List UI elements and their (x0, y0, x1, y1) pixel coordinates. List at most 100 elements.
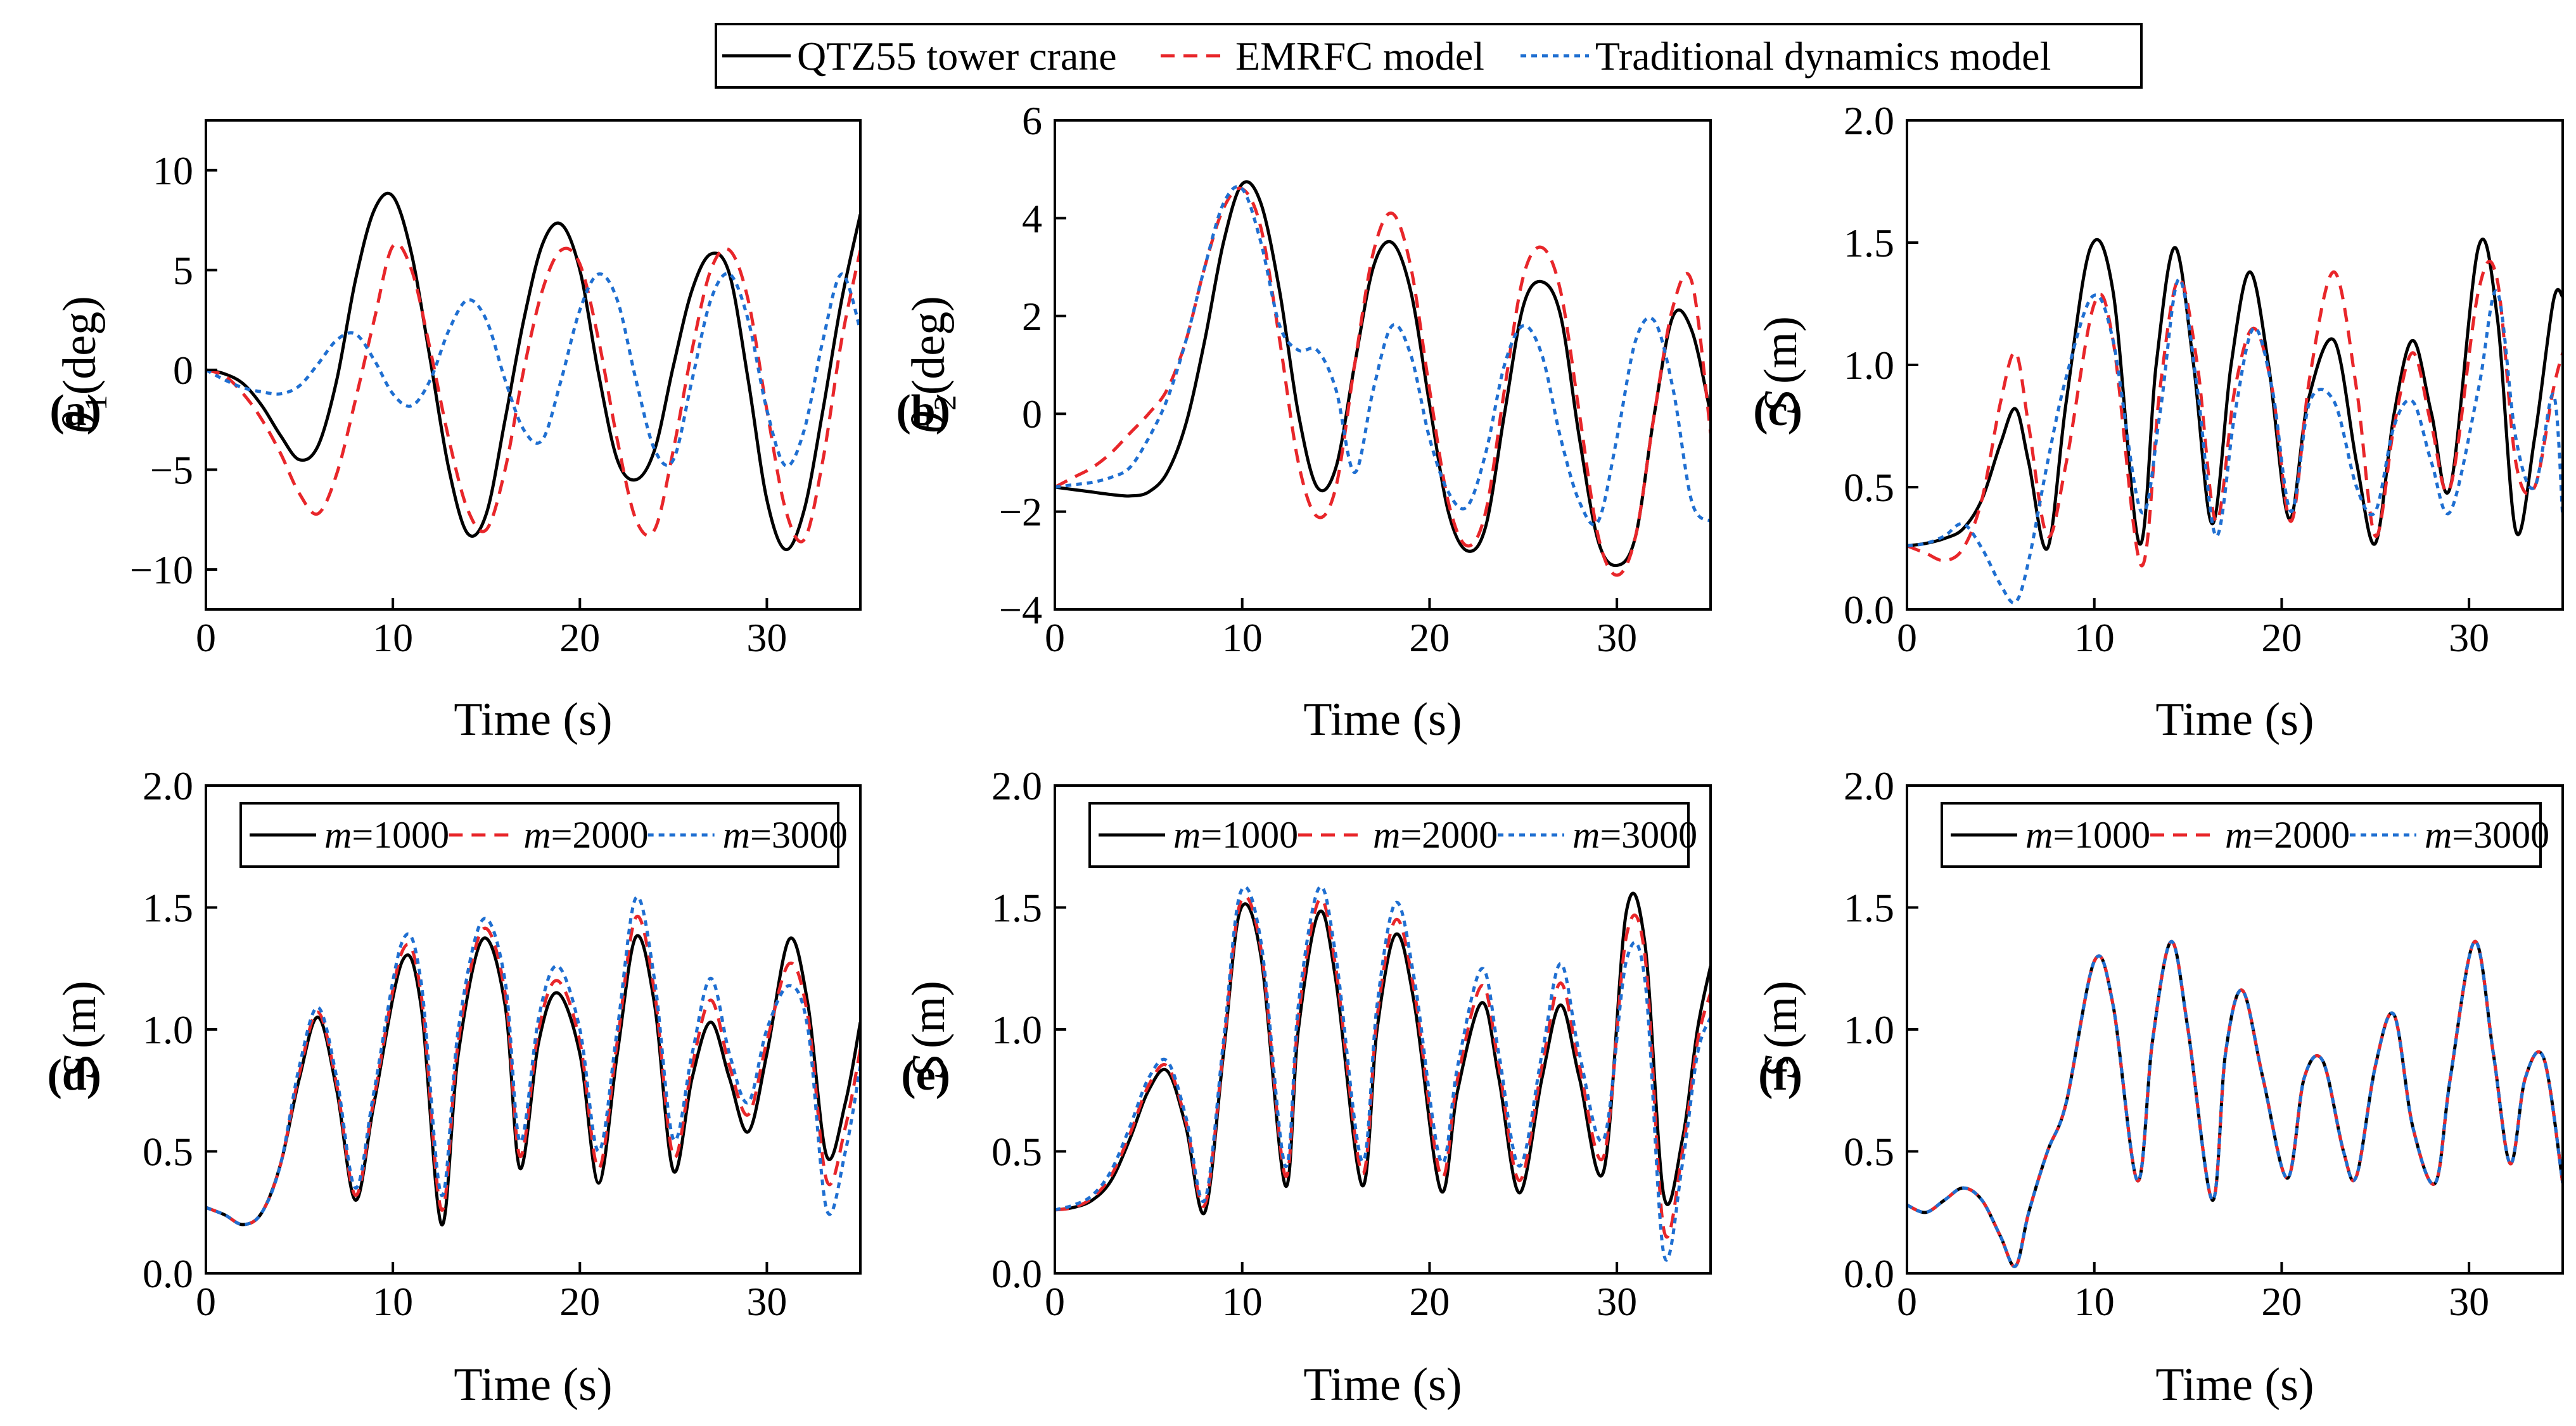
ytick-label-b-4: 4 (1022, 196, 1042, 241)
mass-legend-label-f-1: m=2000 (2225, 814, 2350, 856)
series-line-a-1 (206, 242, 860, 544)
panel-f: 0 10 20 30 0.0 0.5 1.0 1.5 2.0 Time (s) S (m)(f) m=1… (1755, 763, 2564, 1411)
ylabel-symbol-b: θ (903, 411, 955, 433)
ylabel-unit-c: (m) (1755, 316, 1807, 384)
xtick-label-d-3: 30 (746, 1279, 787, 1324)
ytick-label-f-1: 0.5 (1844, 1130, 1894, 1175)
ytick-label-d-0: 0.0 (143, 1251, 193, 1296)
ytick-label-f-0: 0.0 (1844, 1251, 1894, 1296)
ytick-label-c-0: 0.0 (1844, 587, 1894, 632)
xtick-label-a-2: 20 (559, 615, 600, 660)
panel-label-f: (f) (1758, 1051, 1802, 1100)
series-line-d-2 (206, 895, 860, 1226)
xlabel-a: Time (s) (454, 694, 612, 746)
panel-label-b: (b) (896, 386, 950, 435)
mass-legend-label-d-2: m=3000 (723, 814, 848, 856)
mass-legend-label-e-0: m=1000 (1173, 814, 1298, 856)
ylabel-unit-f: (m) (1755, 981, 1807, 1048)
panel-a: 0 10 20 30 −10 −5 0 5 10 Time (s) θ1(deg)(a) (49, 119, 862, 746)
xtick-label-c-0: 0 (1897, 615, 1917, 660)
xtick-label-e-0: 0 (1045, 1279, 1065, 1324)
ytick-label-d-4: 2.0 (143, 763, 193, 808)
ylabel-unit-d: (m) (54, 981, 106, 1048)
series-line-b-2 (1055, 185, 1711, 526)
ytick-label-e-3: 1.5 (992, 886, 1042, 931)
mass-legend-label-f-2: m=3000 (2425, 814, 2549, 856)
xtick-label-a-0: 0 (196, 615, 216, 660)
xtick-label-e-1: 10 (1222, 1279, 1263, 1324)
series-line-e-2 (1055, 885, 1711, 1262)
xtick-label-d-0: 0 (196, 1279, 216, 1324)
ylabel-symbol-e: S (903, 1055, 955, 1078)
ytick-label-b-2: 0 (1022, 392, 1042, 436)
ylabel-symbol-d: S (54, 1055, 106, 1078)
mass-legend-label-f-0: m=1000 (2025, 814, 2150, 856)
ylabel-symbol-f: S (1755, 1055, 1807, 1078)
ylabel-e: S (m) (903, 981, 955, 1078)
ytick-label-f-3: 1.5 (1844, 886, 1894, 931)
plot-frame-a (205, 119, 862, 611)
xlabel-e: Time (s) (1303, 1359, 1462, 1411)
series-line-b-0 (1055, 180, 1711, 568)
xlabel-c: Time (s) (2155, 694, 2314, 746)
ytick-label-a-3: 5 (173, 248, 193, 293)
xtick-label-a-3: 30 (746, 615, 787, 660)
ylabel-f: S (m) (1755, 981, 1807, 1078)
top-legend-label-2: Traditional dynamics model (1595, 34, 2051, 79)
mass-legend-label-e-1: m=2000 (1373, 814, 1498, 856)
ytick-label-e-0: 0.0 (992, 1251, 1042, 1296)
xtick-label-c-3: 30 (2449, 615, 2489, 660)
ytick-label-d-1: 0.5 (143, 1130, 193, 1175)
series-line-d-0 (206, 934, 860, 1226)
ytick-label-b-0: −4 (999, 587, 1042, 632)
ylabel-c: S (m) (1755, 316, 1807, 414)
ylabel-a: θ1(deg) (54, 296, 113, 434)
panel-label-a: (a) (49, 386, 101, 435)
ytick-label-e-4: 2.0 (992, 763, 1042, 808)
ytick-label-c-3: 1.5 (1844, 220, 1894, 265)
xtick-label-e-2: 20 (1409, 1279, 1450, 1324)
xtick-label-b-1: 10 (1222, 615, 1263, 660)
ylabel-unit-a: (deg) (54, 296, 106, 395)
ytick-label-f-2: 1.0 (1844, 1007, 1894, 1052)
panel-d: 0 10 20 30 0.0 0.5 1.0 1.5 2.0 Time (s) S (m)(d) m=1… (47, 763, 862, 1411)
xtick-label-f-1: 10 (2074, 1279, 2115, 1324)
xtick-label-f-0: 0 (1897, 1279, 1917, 1324)
series-line-b-1 (1055, 186, 1711, 577)
panel-label-e: (e) (901, 1051, 950, 1100)
ytick-label-e-2: 1.0 (992, 1007, 1042, 1052)
series-line-c-1 (1907, 259, 2563, 568)
ytick-label-a-2: 0 (173, 348, 193, 393)
ytick-label-c-4: 2.0 (1844, 98, 1894, 143)
xtick-label-e-3: 30 (1597, 1279, 1637, 1324)
ytick-label-e-1: 0.5 (992, 1130, 1042, 1175)
xtick-label-a-1: 10 (373, 615, 413, 660)
mass-legend-label-d-0: m=1000 (324, 814, 449, 856)
ylabel-unit-b: (deg) (903, 296, 955, 395)
ytick-label-f-4: 2.0 (1844, 763, 1894, 808)
series-line-c-0 (1907, 238, 2563, 551)
ytick-label-a-0: −10 (130, 547, 193, 592)
xtick-label-b-0: 0 (1045, 615, 1065, 660)
xlabel-d: Time (s) (454, 1359, 612, 1411)
xtick-label-b-3: 30 (1597, 615, 1637, 660)
ytick-label-d-3: 1.5 (143, 886, 193, 931)
series-line-e-1 (1055, 894, 1711, 1239)
ylabel-b: θ2(deg) (903, 296, 962, 434)
ytick-label-b-5: 6 (1022, 98, 1042, 143)
ytick-label-d-2: 1.0 (143, 1007, 193, 1052)
mass-legend-label-d-1: m=2000 (523, 814, 648, 856)
top-legend-frame (715, 23, 2143, 89)
ylabel-unit-e: (m) (903, 981, 955, 1048)
ytick-label-a-4: 10 (153, 148, 193, 193)
ytick-label-b-3: 2 (1022, 294, 1042, 339)
ytick-label-c-1: 0.5 (1844, 465, 1894, 510)
mass-legend-frame-f (1941, 802, 2542, 868)
xlabel-f: Time (s) (2155, 1359, 2314, 1411)
ytick-label-b-1: −2 (999, 490, 1042, 535)
ylabel-symbol-c: S (1755, 390, 1807, 414)
ylabel-sub-a: 1 (78, 395, 113, 411)
ytick-label-a-1: −5 (150, 447, 193, 492)
series-line-c-2 (1907, 277, 2563, 605)
